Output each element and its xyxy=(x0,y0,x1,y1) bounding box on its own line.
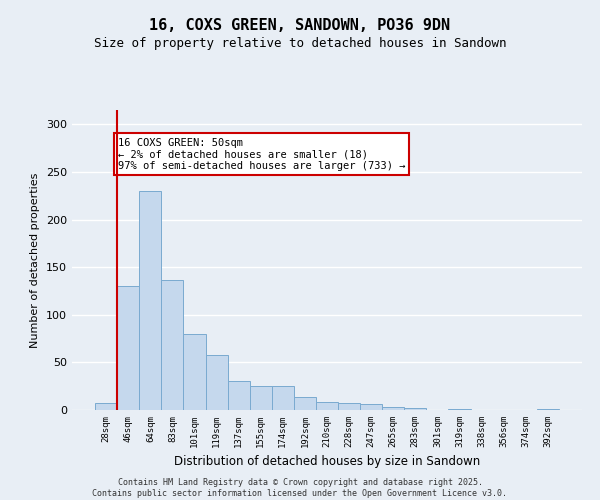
Text: Contains HM Land Registry data © Crown copyright and database right 2025.
Contai: Contains HM Land Registry data © Crown c… xyxy=(92,478,508,498)
Bar xyxy=(227,382,250,410)
Bar xyxy=(184,334,206,410)
Bar xyxy=(294,396,316,410)
Bar xyxy=(537,409,559,410)
Bar xyxy=(206,355,227,410)
Bar xyxy=(360,404,382,410)
Bar xyxy=(338,404,360,410)
Bar xyxy=(316,402,338,410)
Bar xyxy=(272,386,294,410)
Bar xyxy=(161,280,184,410)
Text: 16, COXS GREEN, SANDOWN, PO36 9DN: 16, COXS GREEN, SANDOWN, PO36 9DN xyxy=(149,18,451,32)
Bar xyxy=(117,286,139,410)
Bar xyxy=(404,408,427,410)
Text: 16 COXS GREEN: 50sqm
← 2% of detached houses are smaller (18)
97% of semi-detach: 16 COXS GREEN: 50sqm ← 2% of detached ho… xyxy=(118,138,405,171)
Y-axis label: Number of detached properties: Number of detached properties xyxy=(31,172,40,348)
Bar xyxy=(95,404,117,410)
Text: Size of property relative to detached houses in Sandown: Size of property relative to detached ho… xyxy=(94,38,506,51)
Bar xyxy=(382,407,404,410)
Bar xyxy=(448,409,470,410)
X-axis label: Distribution of detached houses by size in Sandown: Distribution of detached houses by size … xyxy=(174,456,480,468)
Bar xyxy=(139,191,161,410)
Bar xyxy=(250,386,272,410)
